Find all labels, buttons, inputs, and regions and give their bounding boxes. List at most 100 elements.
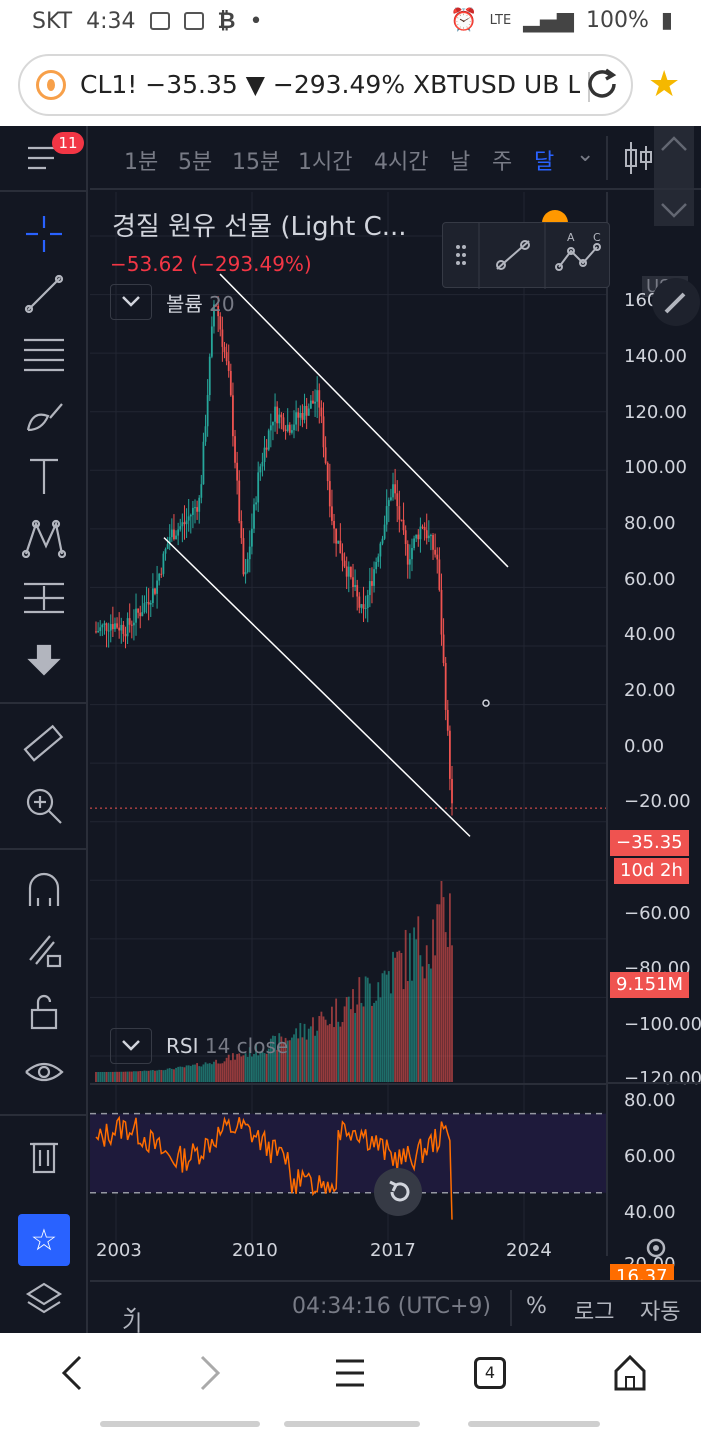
candle-body [394,484,397,494]
address-text[interactable]: CL1! −35.35 ▼ −293.49% XBTUSD UB LI [80,70,580,99]
volume-bar [244,1053,247,1082]
auto-toggle[interactable]: 자동 [640,1300,681,1325]
volume-bar [354,1012,357,1082]
candle-type-icon[interactable] [622,140,654,176]
prediction-icon[interactable] [16,570,72,626]
period-button[interactable]: 기간 ⌄ [122,1294,143,1369]
trash-icon[interactable] [16,1128,72,1184]
carrier-label: SKT [32,8,73,34]
volume-bar [438,904,441,1082]
candle-body [417,534,420,540]
unlock-icon[interactable] [16,984,72,1040]
favorites-star-icon[interactable]: ☆ [18,1214,70,1266]
brush-icon[interactable] [16,388,72,444]
candle-body [337,540,340,544]
volume-bar [368,983,371,1082]
candle-body [318,390,321,408]
log-toggle[interactable]: 로그 [574,1300,615,1325]
interval-month[interactable]: 달 [534,150,555,175]
candle-body [236,462,239,481]
interval-day[interactable]: 날 [450,150,471,175]
utc-clock[interactable]: 04:34:16 (UTC+9) [292,1294,492,1319]
candle-body [229,370,232,396]
address-bar[interactable]: CL1! −35.35 ▼ −293.49% XBTUSD UB LI [18,54,633,116]
volume-bar [305,1039,308,1082]
volume-bar [263,1053,266,1082]
candle-body [442,634,445,664]
candle-body [217,305,220,317]
volume-bar [291,1037,293,1082]
volume-bar [417,916,420,1082]
trendline-tool-icon [496,240,530,270]
volume-bar [154,1070,156,1082]
ruler-icon[interactable] [16,716,72,772]
interval-5m[interactable]: 5분 [178,150,213,175]
volume-bar [194,1064,196,1082]
menu-lines-icon[interactable] [334,1353,366,1393]
interval-1h[interactable]: 1시간 [298,150,353,175]
volume-bar [143,1070,146,1082]
volume-bar [234,1059,236,1082]
edit-pencil-icon[interactable] [652,278,700,326]
bookmark-star-icon[interactable]: ★ [648,64,681,105]
volume-bar [141,1071,144,1082]
interval-1m[interactable]: 1분 [124,150,159,175]
candle-body [406,544,409,565]
candle-body [293,424,295,431]
collapse-legend-button[interactable] [110,284,152,320]
crosshair-icon[interactable] [16,206,72,262]
volume-bar [341,1022,344,1082]
volume-bar [151,1070,154,1082]
volume-bar [328,1023,331,1082]
pattern-icon[interactable] [16,510,72,566]
volume-bar [250,1056,253,1082]
lock-drawing-icon[interactable] [16,922,72,978]
price-chart[interactable] [90,192,606,1256]
volume-bar [227,1054,230,1082]
back-icon[interactable] [58,1353,86,1393]
scroll-arrows[interactable] [654,126,694,226]
candle-body [168,537,171,545]
network-label: LTE [489,13,512,28]
settings-gear-icon[interactable] [642,1234,670,1266]
candle-body [120,624,123,631]
volume-bar [373,1002,375,1082]
volume-bar [242,1055,245,1082]
symbol-title[interactable]: 경질 원유 선물 (Light C... [112,212,407,242]
home-icon[interactable] [612,1353,648,1393]
reload-icon[interactable] [582,64,622,104]
candle-body [242,538,245,575]
tabs-button[interactable]: 4 [474,1357,506,1389]
zoom-in-icon[interactable] [16,778,72,834]
forward-icon[interactable] [196,1353,224,1393]
text-icon[interactable] [16,448,72,504]
interval-week[interactable]: 주 [492,150,513,175]
trend-line-icon[interactable] [16,266,72,322]
volume-bar [343,1006,346,1082]
candle-body [141,612,144,617]
fib-icon[interactable] [16,328,72,384]
volume-bar [288,1040,291,1082]
collapse-rsi-button[interactable] [110,1028,152,1064]
volume-bar [177,1066,180,1082]
volume-bar [162,1070,165,1082]
volume-bar [133,1071,135,1082]
last-price-tag: −35.35 [610,830,689,856]
eye-icon[interactable] [16,1044,72,1100]
volume-bar [347,996,350,1082]
candle-body [99,627,102,632]
arrow-down-icon[interactable] [16,632,72,688]
chevron-down-icon[interactable]: ⌄ [576,142,595,167]
interval-4h[interactable]: 4시간 [374,150,429,175]
reset-chart-icon[interactable] [374,1168,422,1216]
percent-toggle[interactable]: % [526,1294,547,1319]
price-scale[interactable]: USD 160.00 140.00 120.00 100.00 80.00 60… [606,192,701,1290]
signal-icon: ▂▄▆ [523,8,574,33]
magnet-icon[interactable] [16,862,72,918]
interval-15m[interactable]: 15분 [232,150,281,175]
candle-body [208,356,211,396]
volume-bar [103,1071,106,1082]
layers-icon[interactable] [16,1272,72,1328]
volume-bar [339,1026,342,1082]
volume-bar [413,927,415,1082]
